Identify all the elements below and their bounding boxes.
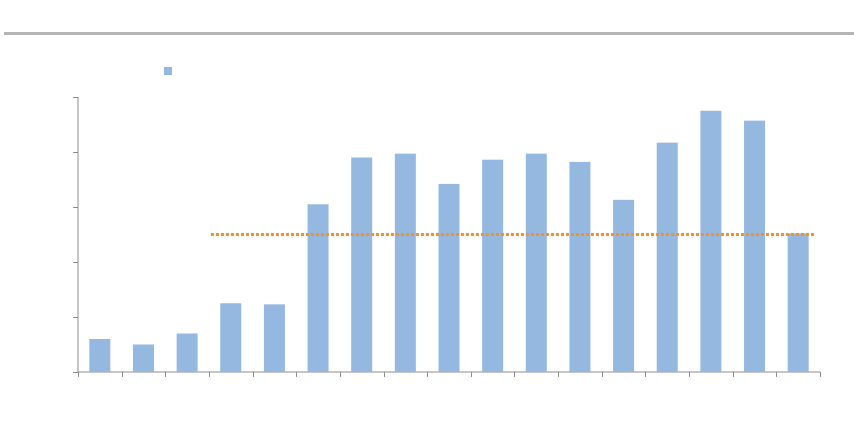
bar — [438, 183, 460, 372]
bar — [482, 159, 504, 372]
bar — [220, 303, 242, 372]
bar — [656, 142, 678, 372]
bar — [132, 344, 154, 372]
bar — [351, 157, 373, 372]
header-divider — [4, 32, 854, 35]
bar — [307, 204, 329, 372]
bar — [394, 153, 416, 372]
legend-swatch — [164, 67, 172, 75]
bar — [787, 233, 809, 372]
bar — [569, 161, 591, 372]
bar — [744, 120, 766, 373]
bars — [89, 110, 809, 373]
bar — [700, 110, 722, 372]
bar — [613, 199, 635, 372]
bar — [176, 333, 198, 372]
bar — [89, 339, 111, 372]
bar — [263, 304, 285, 372]
bar — [525, 153, 547, 372]
